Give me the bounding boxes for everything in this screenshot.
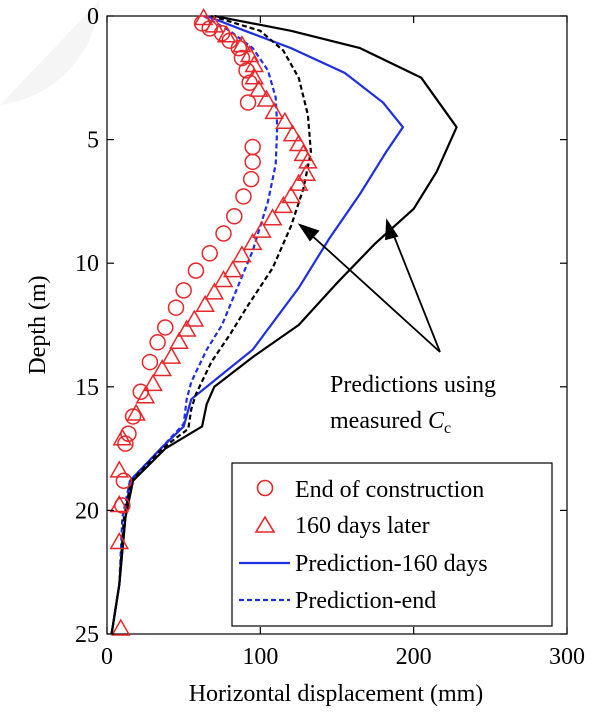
series-line-5 xyxy=(110,14,312,635)
legend-label-end-of-construction: End of construction xyxy=(295,477,484,503)
y-tick-label-20: 20 xyxy=(75,498,99,524)
y-tick-label-10: 10 xyxy=(75,251,99,277)
background-arc xyxy=(0,0,100,105)
triangle-point-32 xyxy=(143,373,163,392)
triangle-point-2 xyxy=(216,25,237,43)
triangle-point-29 xyxy=(169,331,189,350)
triangle-point-22 xyxy=(232,245,252,263)
y-tick-label-5: 5 xyxy=(87,128,99,154)
triangle-point-9 xyxy=(264,101,284,120)
triangle-point-26 xyxy=(195,294,215,312)
circle-point-14 xyxy=(215,225,232,242)
triangle-point-3 xyxy=(232,35,252,53)
arrowhead-dashed xyxy=(297,223,320,242)
circle-point-21 xyxy=(141,353,159,371)
arrowhead-solid xyxy=(385,218,399,241)
y-axis-label: Depth (m) xyxy=(25,275,51,374)
x-tick-label-100: 100 xyxy=(242,644,278,670)
triangle-point-5 xyxy=(244,54,264,73)
triangle-point-7 xyxy=(249,79,269,97)
series-line-4 xyxy=(110,14,458,635)
circle-point-11 xyxy=(242,170,260,188)
arrow-to-solid xyxy=(391,230,441,353)
triangle-point-35 xyxy=(112,428,133,446)
triangle-point-12 xyxy=(288,134,309,152)
annotation-line1: Predictions using xyxy=(330,372,496,398)
triangle-point-0 xyxy=(193,7,214,26)
circle-point-9 xyxy=(244,138,261,156)
triangle-point-17 xyxy=(281,185,301,204)
legend-label-160-days-later: 160 days later xyxy=(295,513,430,539)
triangle-point-39 xyxy=(111,618,131,636)
x-tick-label-300: 300 xyxy=(549,644,585,670)
triangle-point-1 xyxy=(204,15,225,33)
circle-point-5 xyxy=(233,49,251,67)
triangle-point-36 xyxy=(109,460,130,478)
triangle-point-30 xyxy=(161,346,182,364)
circle-point-10 xyxy=(244,153,261,171)
arrow-to-dashed xyxy=(307,231,441,353)
annotation-subscript: c xyxy=(444,420,451,437)
triangle-point-25 xyxy=(204,282,225,300)
triangle-point-31 xyxy=(152,358,172,377)
legend-box xyxy=(231,462,553,627)
annotation-prefix: measured xyxy=(330,408,428,434)
annotation-arrows xyxy=(297,218,441,353)
triangle-point-8 xyxy=(256,89,277,107)
x-axis-label: Horizontal displacement (mm) xyxy=(189,681,484,707)
legend-label-prediction-end: Prediction-end xyxy=(295,588,436,614)
triangle-point-23 xyxy=(222,260,243,278)
y-tick-label-0: 0 xyxy=(87,4,99,30)
triangle-point-38 xyxy=(109,532,130,550)
circle-point-13 xyxy=(226,207,243,225)
circle-point-15 xyxy=(201,245,218,262)
circle-point-8 xyxy=(239,94,257,111)
annotation-variable: C xyxy=(428,408,445,434)
triangle-point-27 xyxy=(184,309,205,327)
y-tick-label-25: 25 xyxy=(75,622,99,648)
circle-point-17 xyxy=(175,282,192,299)
series-line-3 xyxy=(110,15,279,635)
triangle-point-11 xyxy=(282,124,303,142)
circle-point-12 xyxy=(235,188,252,205)
triangle-point-21 xyxy=(242,232,263,251)
circle-point-26 xyxy=(115,472,133,489)
triangle-point-28 xyxy=(176,319,197,337)
triangle-point-6 xyxy=(244,67,264,85)
triangle-point-37 xyxy=(109,494,130,513)
circle-point-18 xyxy=(167,299,185,316)
x-tick-label-200: 200 xyxy=(396,644,432,670)
legend: End of construction 160 days later Predi… xyxy=(231,462,553,627)
triangle-point-15 xyxy=(296,163,317,181)
triangle-point-10 xyxy=(275,111,295,130)
legend-label-prediction-160-days: Prediction-160 days xyxy=(295,551,488,577)
circle-point-19 xyxy=(157,319,174,336)
circle-point-20 xyxy=(149,334,166,351)
triangle-point-4 xyxy=(239,45,260,63)
series-layer xyxy=(109,7,458,636)
plot-frame xyxy=(106,15,568,635)
y-tick-label-15: 15 xyxy=(75,375,99,401)
legend-triangle-marker xyxy=(254,515,276,533)
legend-circle-marker xyxy=(256,479,274,497)
triangle-point-33 xyxy=(135,386,156,404)
triangle-point-24 xyxy=(213,269,234,288)
circle-point-16 xyxy=(187,262,205,279)
triangle-point-16 xyxy=(288,173,309,191)
tick-layer: 0 100 200 300 0 5 10 15 20 25 xyxy=(75,4,585,670)
x-tick-label-0: 0 xyxy=(101,644,113,670)
annotation-line2: measured Cc xyxy=(330,408,451,437)
triangle-point-19 xyxy=(262,208,283,226)
triangle-point-34 xyxy=(126,403,146,421)
triangle-point-18 xyxy=(273,195,294,214)
triangle-point-20 xyxy=(252,220,272,238)
